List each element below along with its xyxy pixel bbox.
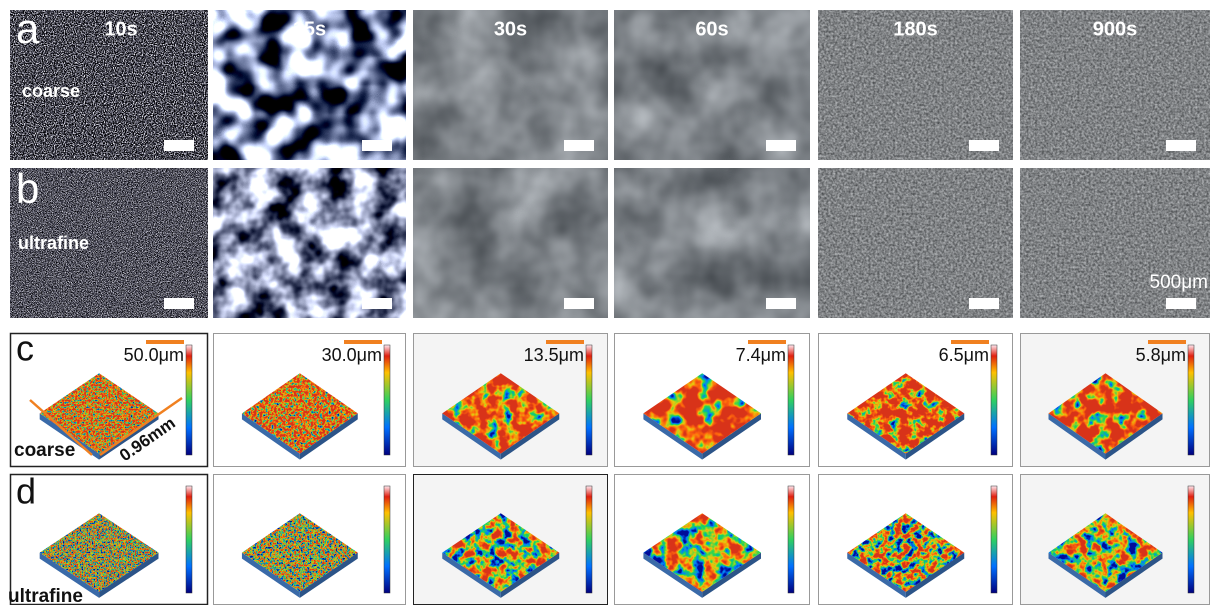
height-scale-bar <box>146 340 184 344</box>
color-bar <box>1188 486 1194 593</box>
scale-bar <box>969 140 999 151</box>
panel-letter: b <box>16 165 39 212</box>
scale-bar <box>164 140 194 151</box>
scale-bar <box>362 298 392 309</box>
scale-bar <box>1166 298 1196 309</box>
time-label: 15s <box>293 18 326 40</box>
micrograph <box>1020 168 1210 318</box>
color-bar <box>384 486 390 593</box>
color-bar <box>1188 345 1194 455</box>
sample-label: ultrafine <box>18 233 89 253</box>
scale-bar <box>969 298 999 309</box>
height-scale-bar <box>546 340 584 344</box>
panel-letter: d <box>16 471 36 512</box>
color-bar <box>991 486 997 593</box>
height-scale-bar <box>1148 340 1186 344</box>
height-label: 30.0μm <box>322 345 382 365</box>
color-bar <box>586 486 592 593</box>
figure: 10s 15s 30s 60s 180s 900s a coarse b ultrafine 500… <box>0 0 1210 605</box>
time-label: 10s <box>104 18 137 40</box>
height-label: 13.5μm <box>524 345 584 365</box>
sample-label: ultrafine <box>8 586 83 605</box>
scale-label: 500μm <box>1150 272 1208 293</box>
scale-bar <box>164 298 194 309</box>
time-label: 900s <box>1093 18 1138 40</box>
height-label: 7.4μm <box>736 345 786 365</box>
time-label: 30s <box>494 18 527 40</box>
scale-bar <box>564 298 594 309</box>
color-bar <box>384 345 390 455</box>
scale-bar <box>766 140 796 151</box>
time-label: 60s <box>695 18 728 40</box>
scale-bar <box>1166 140 1196 151</box>
scale-bar <box>564 140 594 151</box>
time-label: 180s <box>893 18 938 40</box>
color-bar <box>186 486 192 593</box>
height-label: 6.5μm <box>939 345 989 365</box>
panel-letter: a <box>16 5 40 52</box>
scale-bar <box>362 140 392 151</box>
color-bar <box>788 486 794 593</box>
color-bar <box>586 345 592 455</box>
micrograph <box>614 168 810 318</box>
color-bar <box>991 345 997 455</box>
height-scale-bar <box>951 340 989 344</box>
height-label: 50.0μm <box>124 345 184 365</box>
micrograph <box>413 168 608 318</box>
color-bar <box>788 345 794 455</box>
panel-letter: c <box>16 328 34 369</box>
sample-label: coarse <box>22 81 80 101</box>
height-scale-bar <box>344 340 382 344</box>
sample-label: coarse <box>14 440 75 461</box>
micrograph <box>213 168 406 318</box>
height-scale-bar <box>748 340 786 344</box>
scale-bar <box>766 298 796 309</box>
color-bar <box>186 345 192 455</box>
height-label: 5.8μm <box>1136 345 1186 365</box>
micrograph <box>818 168 1013 318</box>
